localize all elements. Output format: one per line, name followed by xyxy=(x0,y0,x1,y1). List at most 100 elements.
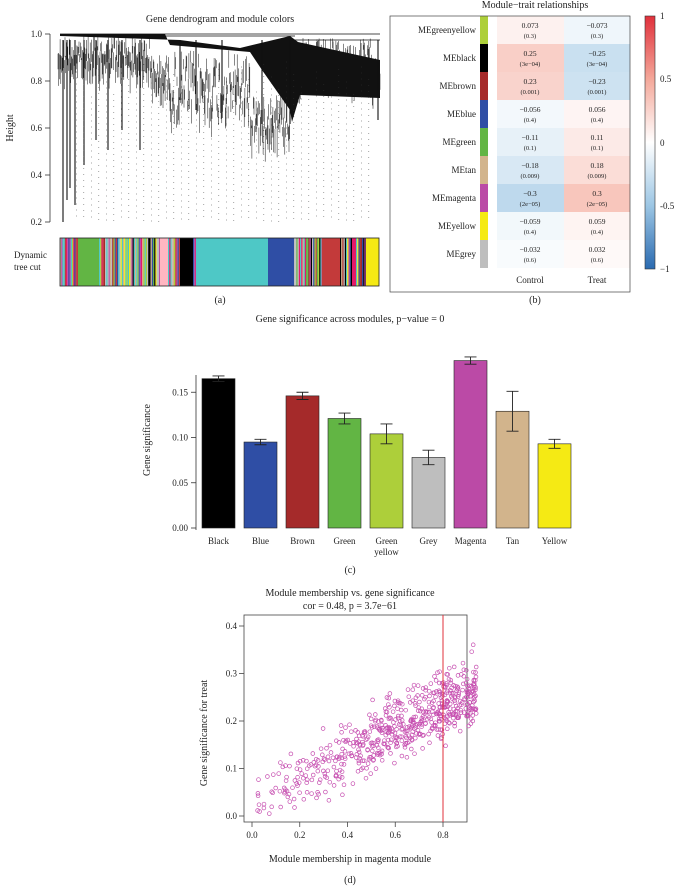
scatter-point xyxy=(371,740,376,746)
scatter-point xyxy=(345,737,351,743)
scatter-point xyxy=(468,706,474,711)
barchart-xtick: Grey xyxy=(420,536,438,546)
barchart-xtick: Magenta xyxy=(455,536,487,546)
color-bar-stripe xyxy=(150,238,152,286)
scatter-point xyxy=(386,695,392,701)
scatter-point xyxy=(375,752,380,757)
scatter-point xyxy=(465,710,471,716)
scatter-point xyxy=(449,685,454,691)
scatter-point xyxy=(470,642,476,648)
scatter-point xyxy=(454,715,460,721)
color-bar-stripe xyxy=(321,238,323,286)
color-bar-segment xyxy=(196,238,268,286)
scatter-point xyxy=(465,683,470,689)
scatter-point xyxy=(393,739,398,744)
scatter-point xyxy=(392,703,397,709)
scatter-point xyxy=(367,712,372,718)
scatter-point xyxy=(387,726,392,732)
scatter-point xyxy=(273,785,278,791)
scatter-point xyxy=(393,734,398,740)
scatter-point xyxy=(467,707,472,712)
scatter-point xyxy=(383,723,388,728)
scatter-point xyxy=(458,710,464,715)
dendrogram-ylabel: Height xyxy=(5,114,16,141)
scatter-point xyxy=(406,694,412,699)
scatter-point xyxy=(386,702,391,707)
heatmap-cell-cor: −0.23 xyxy=(588,77,606,86)
module-swatch xyxy=(480,240,488,268)
scatter-point xyxy=(278,804,283,810)
scatter-point xyxy=(459,700,465,705)
scatter-point xyxy=(459,672,464,677)
scatter-point xyxy=(304,790,310,795)
scatter-point xyxy=(433,720,438,725)
scatter-point xyxy=(471,677,477,683)
color-bar-stripe xyxy=(340,238,342,286)
scatter-point xyxy=(339,755,345,760)
scatter-point xyxy=(446,676,452,682)
scatter-point xyxy=(465,713,470,718)
scatter-point xyxy=(447,713,452,718)
dendrogram-yticks: 1.0 0.8 0.6 0.4 0.2 xyxy=(31,29,50,227)
scatter-point xyxy=(448,677,454,683)
scatter-point xyxy=(435,710,440,715)
scatter-point xyxy=(407,739,412,744)
scatter-point xyxy=(445,699,450,705)
scatter-point xyxy=(453,712,458,717)
scatter-point xyxy=(405,687,411,692)
scatter-point xyxy=(341,782,347,788)
scatter-point xyxy=(256,777,261,782)
scatter-point xyxy=(300,758,306,763)
scatter-point xyxy=(389,726,395,731)
scatter-point xyxy=(267,811,272,816)
scatter-ytick: 0.3 xyxy=(226,669,238,679)
scatter-point xyxy=(321,768,326,774)
heatmap-cell-cor: −0.056 xyxy=(519,105,540,114)
scatter-point xyxy=(379,722,385,728)
scatter-point xyxy=(351,740,356,745)
scatter-point xyxy=(455,715,461,721)
scatter-point xyxy=(471,699,476,705)
heatmap-cell-p: (0.4) xyxy=(524,117,536,124)
scatter-point xyxy=(408,718,413,724)
heatmap-cell-treat xyxy=(564,44,630,72)
scatter-point xyxy=(283,787,288,792)
scatter-point xyxy=(426,704,432,710)
heatmap-cell-p: (0.1) xyxy=(524,145,536,152)
scatter-point xyxy=(371,758,376,763)
color-bar-stripe xyxy=(121,238,124,286)
scatter-point xyxy=(372,718,378,724)
scatter-point xyxy=(354,752,360,757)
scatter-point xyxy=(457,703,462,708)
scatter-point xyxy=(376,727,382,732)
barchart-xtick: yellow xyxy=(374,547,399,557)
scatter-point xyxy=(467,683,472,688)
barchart-ylabel: Gene significance xyxy=(142,403,153,475)
heatmap-cell-p: (0.001) xyxy=(588,89,607,96)
scatter-point xyxy=(397,734,403,739)
color-bar-stripe xyxy=(348,238,350,286)
scatter-point xyxy=(450,690,456,696)
module-row-label: MEgreen xyxy=(443,137,477,147)
scatter-point xyxy=(466,685,472,691)
scatter-point xyxy=(412,751,417,756)
dendrogram-canopy xyxy=(60,34,380,122)
scatter-point xyxy=(368,771,373,776)
scatter-point xyxy=(426,688,432,694)
scatter-point xyxy=(269,789,274,794)
module-swatch xyxy=(480,72,488,100)
color-bar-stripe xyxy=(143,238,145,286)
scatter-point xyxy=(294,781,299,786)
scatter-point xyxy=(431,705,436,710)
scatter-point xyxy=(387,691,393,696)
scatter-point xyxy=(356,739,361,744)
scatter-point xyxy=(471,678,477,683)
scatter-point xyxy=(415,728,421,733)
scatter-point xyxy=(394,727,399,732)
heatmap-cell-p: (2e−05) xyxy=(520,201,541,208)
dendrogram-ytick: 0.6 xyxy=(31,123,43,133)
color-bar-stripe xyxy=(313,238,315,286)
scatter-point xyxy=(284,788,290,794)
scatter-point xyxy=(444,690,449,695)
scatter-xtick: 0.0 xyxy=(246,830,258,840)
